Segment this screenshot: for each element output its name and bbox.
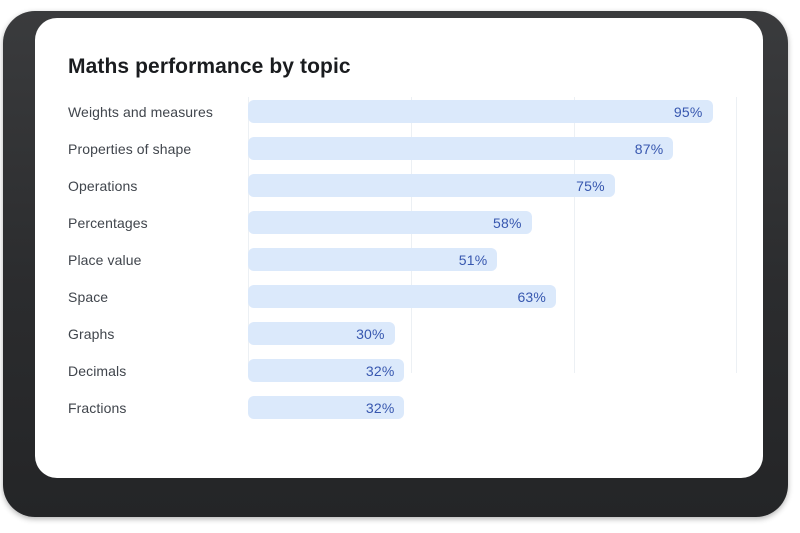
gridline [574, 97, 576, 373]
bar-value-label: 75% [576, 177, 605, 194]
chart-card: Maths performance by topic Weights and m… [35, 18, 763, 478]
bar-value-label: 87% [634, 140, 664, 157]
bar: 95% [248, 100, 713, 123]
bar: 30% [248, 322, 395, 345]
category-label: Properties of shape [68, 140, 192, 157]
chart-row: Fractions 32% [68, 396, 737, 419]
bar-value-label: 32% [365, 362, 395, 379]
chart-row: Operations 75% [68, 174, 737, 197]
bar-track: 58% [248, 211, 737, 234]
bar-track: 32% [248, 359, 737, 382]
bar-chart: Weights and measures 95% Properties of s… [68, 100, 737, 433]
bar-track: 63% [248, 285, 737, 308]
category-label: Operations [68, 177, 138, 194]
chart-row: Place value 51% [68, 248, 737, 271]
gridline [736, 97, 737, 373]
chart-row: Decimals 32% [68, 359, 737, 382]
bar: 51% [248, 248, 498, 271]
bar-value-label: 32% [365, 399, 395, 416]
bar-track: 32% [248, 396, 737, 419]
chart-title: Maths performance by topic [68, 55, 351, 78]
gridline [410, 97, 412, 373]
chart-row: Properties of shape 87% [68, 137, 737, 160]
bar-value-label: 30% [356, 325, 385, 342]
bar: 58% [248, 211, 532, 234]
category-label: Graphs [68, 325, 115, 342]
bar-track: 95% [248, 100, 737, 123]
bar: 63% [248, 285, 557, 308]
category-label: Fractions [68, 399, 127, 416]
category-label: Decimals [68, 362, 127, 379]
chart-row: Graphs 30% [68, 322, 737, 345]
bar-track: 87% [248, 137, 737, 160]
category-label: Place value [68, 251, 142, 268]
bar-track: 51% [248, 248, 737, 271]
bar: 32% [248, 359, 405, 382]
bar-value-label: 58% [492, 214, 522, 231]
chart-gridlines [248, 97, 737, 373]
chart-row: Weights and measures 95% [68, 100, 737, 123]
bar-track: 75% [248, 174, 737, 197]
category-label: Weights and measures [68, 103, 213, 120]
gridline [248, 97, 249, 373]
category-label: Space [68, 288, 109, 305]
chart-row: Space 63% [68, 285, 737, 308]
bar-value-label: 95% [673, 103, 703, 120]
chart-row: Percentages 58% [68, 211, 737, 234]
bar: 32% [248, 396, 405, 419]
bar: 87% [248, 137, 674, 160]
category-label: Percentages [68, 214, 148, 231]
bar-value-label: 63% [517, 288, 547, 305]
bar-track: 30% [248, 322, 737, 345]
bar: 75% [248, 174, 615, 197]
bar-value-label: 51% [458, 251, 488, 268]
device-frame: Maths performance by topic Weights and m… [3, 11, 788, 517]
